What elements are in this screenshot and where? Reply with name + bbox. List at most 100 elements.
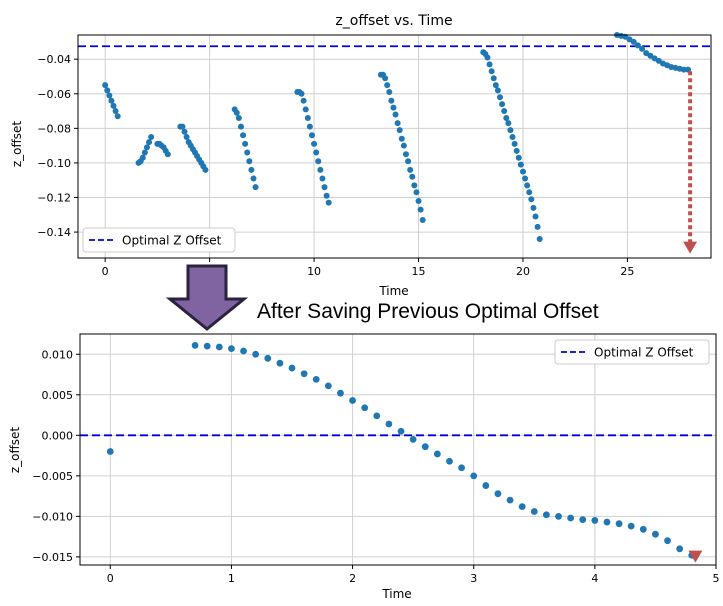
x-tick-label: 1 [228, 572, 235, 585]
data-point [191, 341, 199, 349]
data-point [102, 82, 109, 89]
data-point [421, 443, 429, 451]
data-point [407, 166, 414, 173]
chart-top-title: z_offset vs. Time [335, 13, 452, 29]
x-tick-label: 3 [470, 572, 477, 585]
data-point [555, 512, 562, 520]
down-arrow-icon [165, 264, 249, 331]
arrow-head [688, 550, 703, 563]
data-point [652, 530, 659, 538]
x-tick-label: 20 [516, 265, 530, 278]
data-point [304, 114, 311, 121]
data-point [302, 106, 309, 113]
data-point [242, 140, 249, 147]
y-tick-label: −0.12 [37, 191, 71, 204]
data-point [317, 166, 324, 173]
data-point [394, 120, 401, 127]
chart-top-frame [77, 34, 712, 259]
chart-bottom-xlabel: Time [381, 587, 411, 601]
data-point [524, 182, 531, 189]
data-point [528, 196, 535, 203]
data-point [519, 168, 526, 175]
data-point [315, 158, 322, 165]
data-point [503, 114, 510, 121]
y-tick-label: 0.005 [42, 389, 74, 402]
data-point [104, 87, 111, 94]
data-point [139, 154, 146, 161]
data-point [627, 522, 635, 530]
data-point [526, 189, 533, 196]
data-point [433, 450, 441, 458]
chart-top-xlabel: Time [378, 284, 408, 298]
data-point [148, 133, 155, 140]
data-point [248, 166, 255, 173]
data-point [250, 175, 257, 182]
data-point [486, 61, 493, 68]
data-point [409, 435, 417, 443]
data-point [237, 123, 244, 130]
data-point [337, 389, 344, 397]
data-point [499, 101, 506, 108]
data-point [323, 192, 330, 199]
data-point [306, 123, 313, 130]
data-point [179, 123, 186, 130]
data-point [413, 189, 420, 196]
data-point [361, 404, 369, 412]
data-point [603, 518, 611, 526]
data-point [411, 182, 418, 189]
data-point [518, 503, 526, 511]
data-point [482, 482, 490, 489]
data-point [240, 132, 247, 139]
data-point [110, 102, 117, 109]
data-point [298, 90, 305, 97]
x-tick-label: 0 [102, 265, 109, 278]
data-point [579, 516, 587, 524]
data-point [264, 354, 272, 362]
data-point [246, 158, 253, 165]
data-point [112, 108, 119, 115]
data-point [591, 517, 599, 524]
data-point [676, 545, 684, 553]
data-point [325, 199, 332, 206]
data-point [639, 45, 646, 52]
data-point [240, 347, 247, 355]
data-point [384, 82, 391, 89]
y-tick-label: −0.14 [37, 226, 71, 239]
data-point [543, 511, 550, 519]
data-point [183, 133, 190, 140]
data-point [409, 173, 416, 180]
data-point [400, 142, 407, 149]
data-point [386, 89, 393, 96]
y-tick-label: 0.000 [42, 429, 74, 442]
data-point [446, 457, 453, 465]
y-tick-label: −0.06 [37, 88, 71, 101]
data-point [639, 525, 647, 533]
data-point [319, 175, 326, 182]
data-point [313, 149, 320, 156]
data-point [522, 175, 529, 182]
data-point [215, 343, 223, 351]
data-point [532, 213, 539, 220]
data-point [181, 128, 188, 135]
data-point [300, 97, 307, 104]
x-tick-label: 10 [307, 265, 321, 278]
data-point [396, 127, 403, 134]
x-tick-label: 25 [620, 265, 634, 278]
data-point [146, 139, 153, 146]
data-point [507, 127, 514, 134]
chart-top-annotation-arrow [683, 71, 698, 254]
data-point [536, 235, 543, 242]
data-point [252, 350, 260, 358]
data-point [615, 520, 623, 528]
data-point [398, 135, 405, 142]
y-tick-label: −0.010 [32, 510, 73, 523]
y-tick-label: −0.10 [37, 157, 71, 170]
data-point [515, 154, 522, 161]
arrow-head [683, 241, 698, 254]
data-point [202, 166, 209, 173]
data-point [664, 537, 671, 545]
y-tick-label: −0.08 [37, 122, 71, 135]
data-point [506, 496, 514, 504]
data-point [484, 54, 491, 61]
